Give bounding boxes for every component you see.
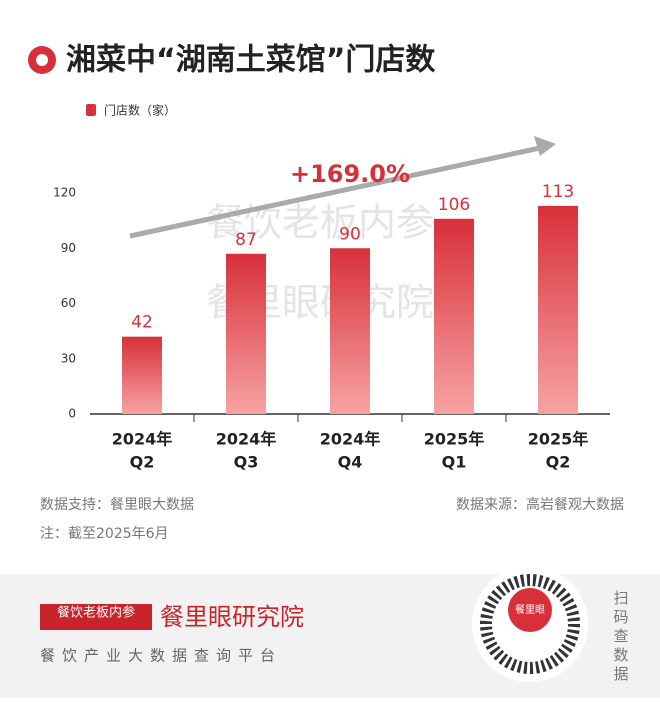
bar — [538, 205, 578, 414]
brand-badge-box — [40, 604, 152, 630]
y-tick-label: 0 — [68, 407, 76, 421]
growth-annotation: +169.0% — [290, 160, 410, 188]
y-tick-label: 120 — [53, 186, 76, 200]
trend-arrowhead — [534, 136, 556, 156]
slogan: 餐饮产业大数据查询平台 — [40, 647, 282, 665]
qr-logo-circle — [508, 588, 552, 632]
qr-hint: 扫码查数据 — [612, 590, 630, 685]
x-tick-label: 2025年 — [528, 430, 589, 449]
x-tick-label: 2024年 — [320, 430, 381, 449]
x-tick-label: 2025年 — [424, 430, 485, 449]
chart-title: 湘菜中“湖南土菜馆”门店数 — [66, 43, 436, 78]
plot: 0 30 60 90 120 2024年 Q2 42 2024年 Q3 87 2024年 Q4 90 202… — [53, 182, 610, 472]
value-label: 87 — [235, 230, 257, 250]
value-label: 42 — [131, 313, 153, 333]
bar — [122, 336, 162, 414]
x-tick-label: 2024年 — [112, 430, 173, 449]
brand-badge: 餐饮老板内参 — [57, 605, 135, 621]
x-tick-label: Q2 — [130, 453, 155, 472]
x-tick-label: Q4 — [338, 453, 363, 472]
data-source: 数据来源：高岩餐观大数据 — [456, 496, 624, 513]
legend-label: 门店数（家） — [104, 103, 176, 118]
brand-name: 餐里眼研究院 — [160, 603, 304, 631]
data-support: 数据支持：餐里眼大数据 — [40, 497, 194, 513]
value-label: 106 — [438, 195, 470, 215]
y-tick-label: 30 — [61, 351, 76, 365]
value-label: 90 — [339, 224, 361, 244]
bar — [330, 248, 370, 414]
qr-logo: 餐里眼 — [515, 603, 545, 616]
x-tick-label: Q3 — [234, 453, 259, 472]
bar — [226, 253, 266, 414]
y-tick-label: 90 — [61, 241, 76, 255]
bar — [434, 218, 474, 414]
title-icon-hole — [36, 54, 48, 66]
x-tick-label: Q1 — [442, 453, 467, 472]
qr-pattern — [480, 574, 580, 674]
x-tick-label: Q2 — [546, 453, 571, 472]
y-tick-label: 60 — [61, 296, 76, 310]
value-label: 113 — [542, 182, 574, 202]
note: 注：截至2025年6月 — [40, 526, 169, 542]
x-tick-label: 2024年 — [216, 430, 277, 449]
trend-arrow — [129, 145, 541, 239]
legend-swatch — [86, 104, 96, 116]
watermark: 餐饮老板内参 — [206, 201, 434, 245]
